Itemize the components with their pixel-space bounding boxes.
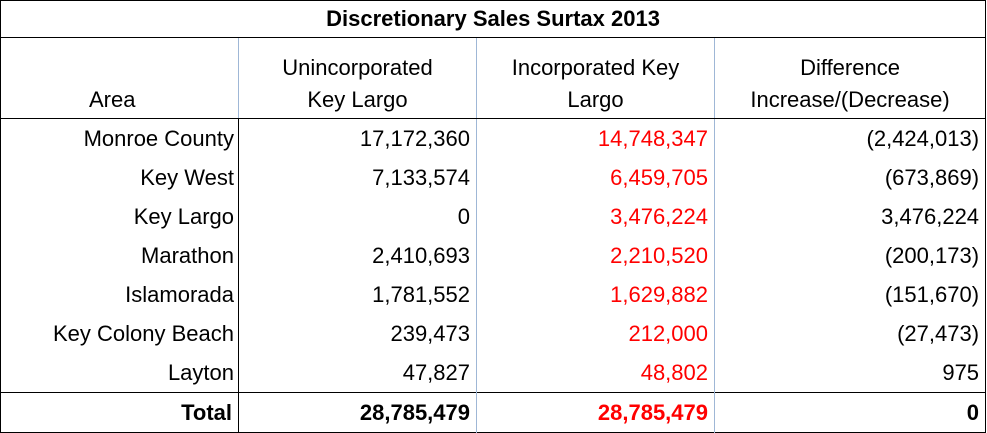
header-area: Area: [0, 37, 239, 119]
cell-area: Key Largo: [0, 197, 239, 236]
total-label: Total: [0, 392, 239, 433]
cell-incorporated: 48,802: [476, 353, 715, 393]
cell-incorporated: 2,210,520: [476, 236, 715, 275]
cell-area: Key West: [0, 158, 239, 197]
cell-area: Layton: [0, 353, 239, 393]
cell-difference: 975: [942, 359, 980, 385]
header-difference-line2: Increase/(Decrease): [750, 87, 950, 112]
cell-incorporated: 1,629,882: [476, 275, 715, 314]
cell-difference: (151,670): [884, 281, 980, 307]
cell-unincorporated: 17,172,360: [238, 118, 477, 158]
header-row: Area Unincorporated Key Largo Incorporat…: [0, 37, 986, 119]
cell-area: Monroe County: [0, 118, 239, 158]
header-incorporated-line1: Incorporated Key: [511, 55, 680, 80]
header-unincorporated-line1: Unincorporated: [282, 55, 433, 80]
cell-incorporated: 14,748,347: [476, 118, 715, 158]
table-row: Layton 47,827 48,802 975: [0, 353, 986, 393]
header-incorporated-line2: Largo: [567, 87, 624, 112]
title-row: Discretionary Sales Surtax 2013: [0, 0, 986, 38]
cell-difference: (200,173): [884, 242, 980, 268]
header-incorporated: Incorporated Key Largo: [476, 37, 715, 119]
total-difference: 0: [714, 392, 986, 433]
cell-difference: (2,424,013): [866, 125, 980, 151]
cell-area: Key Colony Beach: [0, 314, 239, 353]
header-unincorporated-line2: Key Largo: [307, 87, 408, 112]
total-row: Total 28,785,479 28,785,479 0: [0, 392, 986, 433]
table-row: Key West 7,133,574 6,459,705 (673,869): [0, 158, 986, 197]
cell-area: Islamorada: [0, 275, 239, 314]
cell-difference: 3,476,224: [881, 203, 980, 229]
cell-incorporated: 6,459,705: [476, 158, 715, 197]
cell-difference: (673,869): [884, 164, 980, 190]
header-unincorporated: Unincorporated Key Largo: [238, 37, 477, 119]
cell-unincorporated: 239,473: [238, 314, 477, 353]
cell-unincorporated: 2,410,693: [238, 236, 477, 275]
cell-unincorporated: 0: [238, 197, 477, 236]
table-row: Key Colony Beach 239,473 212,000 (27,473…: [0, 314, 986, 353]
cell-unincorporated: 47,827: [238, 353, 477, 393]
table-row: Marathon 2,410,693 2,210,520 (200,173): [0, 236, 986, 275]
table-row: Islamorada 1,781,552 1,629,882 (151,670): [0, 275, 986, 314]
cell-area: Marathon: [0, 236, 239, 275]
header-difference: Difference Increase/(Decrease): [714, 37, 986, 119]
cell-unincorporated: 1,781,552: [238, 275, 477, 314]
table-row: Monroe County 17,172,360 14,748,347 (2,4…: [0, 118, 986, 158]
cell-incorporated: 212,000: [476, 314, 715, 353]
cell-incorporated: 3,476,224: [476, 197, 715, 236]
total-unincorporated: 28,785,479: [238, 392, 477, 433]
table-title: Discretionary Sales Surtax 2013: [0, 0, 986, 38]
header-difference-line1: Difference: [800, 55, 900, 80]
total-incorporated: 28,785,479: [476, 392, 715, 433]
cell-unincorporated: 7,133,574: [238, 158, 477, 197]
table-row: Key Largo 0 3,476,224 3,476,224: [0, 197, 986, 236]
cell-difference: (27,473): [897, 320, 980, 346]
